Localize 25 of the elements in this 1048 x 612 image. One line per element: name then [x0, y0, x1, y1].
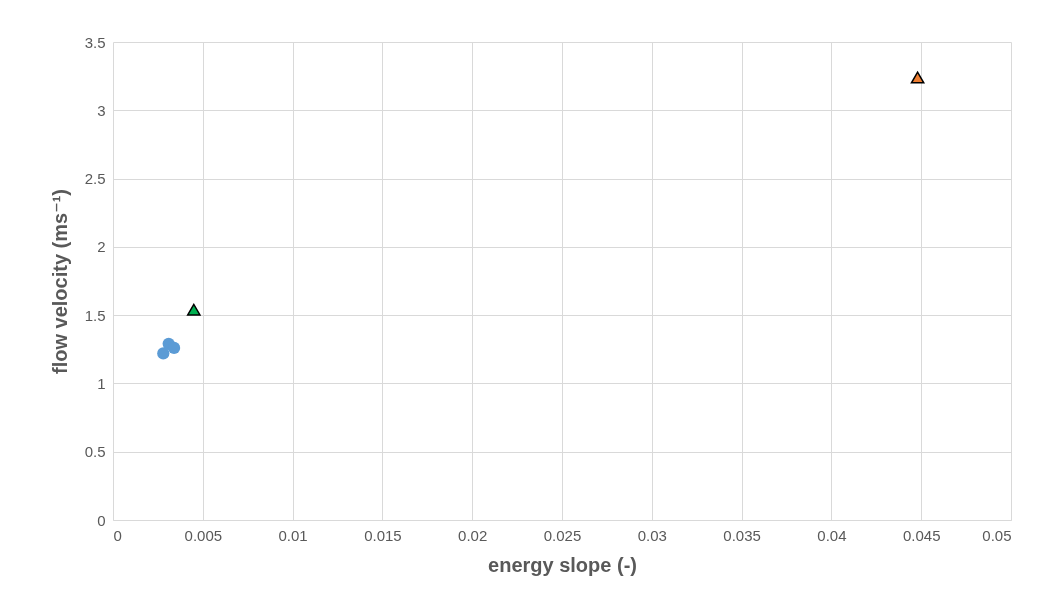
x-tick-label: 0.05: [982, 526, 1012, 544]
x-tick-label: 0.02: [458, 526, 488, 544]
y-tick-label: 1.5: [84, 306, 106, 324]
y-tick-label: 3.5: [84, 33, 106, 51]
point: [910, 71, 925, 84]
y-tick-label: 0.5: [84, 443, 106, 461]
y-tick-label: 1: [97, 374, 106, 392]
x-tick-label: 0.01: [278, 526, 308, 544]
x-tick-label: 0.015: [364, 526, 402, 544]
point: [167, 341, 181, 355]
x-tick-label: 0.035: [723, 526, 761, 544]
y-tick-label: 2: [97, 238, 106, 256]
y-axis-title: flow velocity (ms⁻¹): [48, 188, 71, 375]
x-tick-label: 0.025: [543, 526, 582, 544]
y-tick-label: 2.5: [84, 170, 106, 188]
x-tick-label: 0.045: [902, 526, 941, 544]
x-tick-label: 0: [113, 526, 122, 544]
x-tick-label: 0.005: [184, 526, 223, 544]
x-tick-label: 0.04: [817, 526, 847, 544]
x-axis-title: energy slope (-): [488, 553, 637, 576]
x-tick-label: 0.03: [637, 526, 667, 544]
y-tick-label: 0: [97, 511, 106, 529]
point: [157, 347, 170, 360]
y-tick-label: 3: [97, 101, 106, 119]
point: [186, 303, 201, 316]
